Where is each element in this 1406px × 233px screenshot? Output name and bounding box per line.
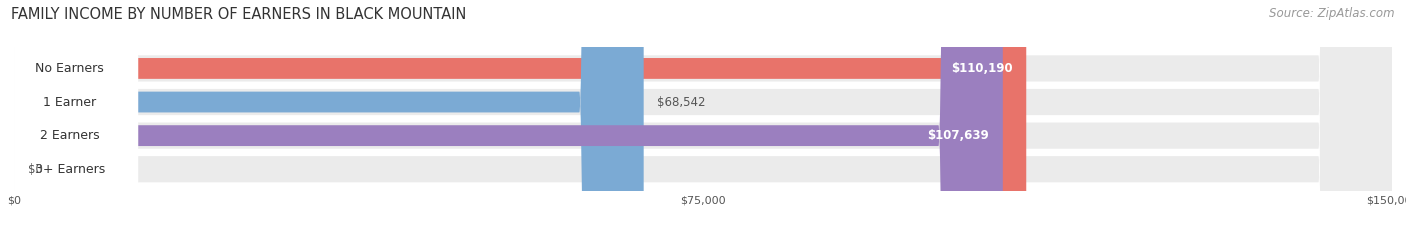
FancyBboxPatch shape	[14, 0, 1392, 233]
FancyBboxPatch shape	[14, 0, 138, 233]
Text: FAMILY INCOME BY NUMBER OF EARNERS IN BLACK MOUNTAIN: FAMILY INCOME BY NUMBER OF EARNERS IN BL…	[11, 7, 467, 22]
FancyBboxPatch shape	[14, 0, 1392, 233]
FancyBboxPatch shape	[14, 0, 1392, 233]
Text: $110,190: $110,190	[950, 62, 1012, 75]
Text: $68,542: $68,542	[658, 96, 706, 109]
FancyBboxPatch shape	[14, 0, 138, 233]
FancyBboxPatch shape	[14, 0, 1002, 233]
FancyBboxPatch shape	[14, 0, 644, 233]
Text: $0: $0	[28, 163, 42, 176]
Text: 3+ Earners: 3+ Earners	[35, 163, 105, 176]
Text: 1 Earner: 1 Earner	[44, 96, 97, 109]
Text: 2 Earners: 2 Earners	[39, 129, 100, 142]
FancyBboxPatch shape	[14, 0, 1026, 233]
Text: No Earners: No Earners	[35, 62, 104, 75]
Text: $107,639: $107,639	[928, 129, 988, 142]
FancyBboxPatch shape	[14, 0, 138, 233]
FancyBboxPatch shape	[14, 0, 138, 233]
Text: Source: ZipAtlas.com: Source: ZipAtlas.com	[1270, 7, 1395, 20]
FancyBboxPatch shape	[14, 0, 1392, 233]
